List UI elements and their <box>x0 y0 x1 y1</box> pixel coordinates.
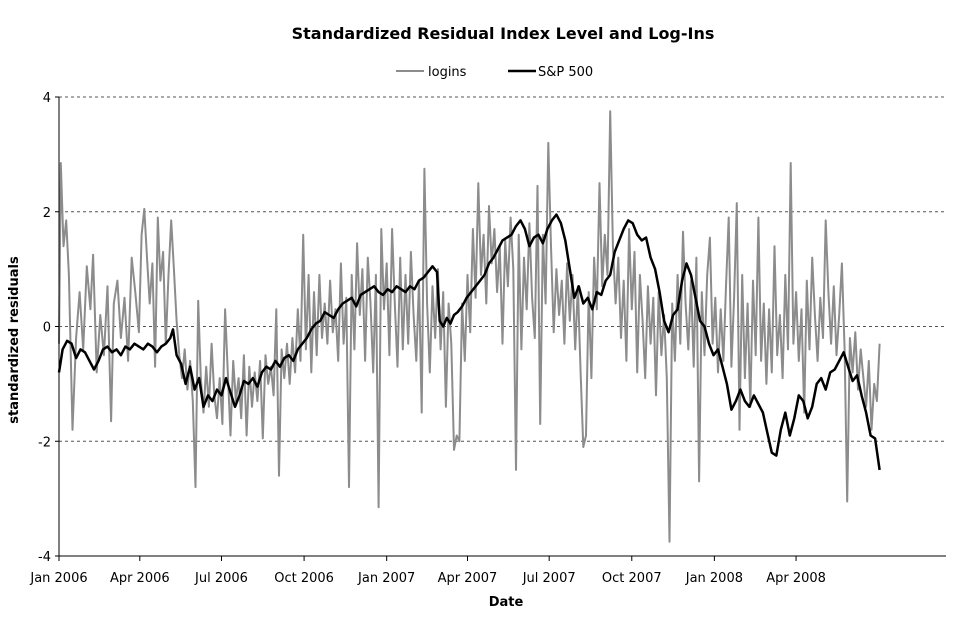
legend: logins S&P 500 <box>396 65 593 80</box>
chart-title: Standardized Residual Index Level and Lo… <box>292 24 715 43</box>
x-tick-label: Jan 2008 <box>685 571 743 586</box>
y-tick-label: -2 <box>38 435 51 450</box>
x-tick-label: Apr 2007 <box>438 571 498 586</box>
x-tick-label: Apr 2008 <box>766 571 826 586</box>
series-line-logins <box>58 110 881 543</box>
plot-area <box>57 110 881 543</box>
x-ticks: Jan 2006 Apr 2006 Jul 2006 Oct 2006 Jan 2007… <box>29 556 826 586</box>
x-tick-label: Jan 2006 <box>29 571 87 586</box>
y-tick-label: -4 <box>38 550 51 565</box>
legend-label-logins: logins <box>428 65 467 80</box>
x-axis-title: Date <box>489 595 524 610</box>
x-tick-label: Oct 2007 <box>602 571 662 586</box>
y-tick-label: 0 <box>43 321 51 336</box>
x-tick-label: Jul 2006 <box>194 571 248 586</box>
y-tick-label: 4 <box>43 91 51 106</box>
y-tick-label: 2 <box>43 206 51 221</box>
y-ticks: 4 2 0 -2 -4 <box>38 91 59 565</box>
x-tick-label: Apr 2006 <box>110 571 170 586</box>
x-tick-label: Jan 2007 <box>357 571 415 586</box>
series-line-sp500 <box>57 213 881 471</box>
y-axis-title: standardized residuals <box>7 256 22 424</box>
x-tick-label: Oct 2006 <box>274 571 334 586</box>
x-tick-label: Jul 2007 <box>522 571 576 586</box>
legend-label-sp500: S&P 500 <box>538 65 593 80</box>
